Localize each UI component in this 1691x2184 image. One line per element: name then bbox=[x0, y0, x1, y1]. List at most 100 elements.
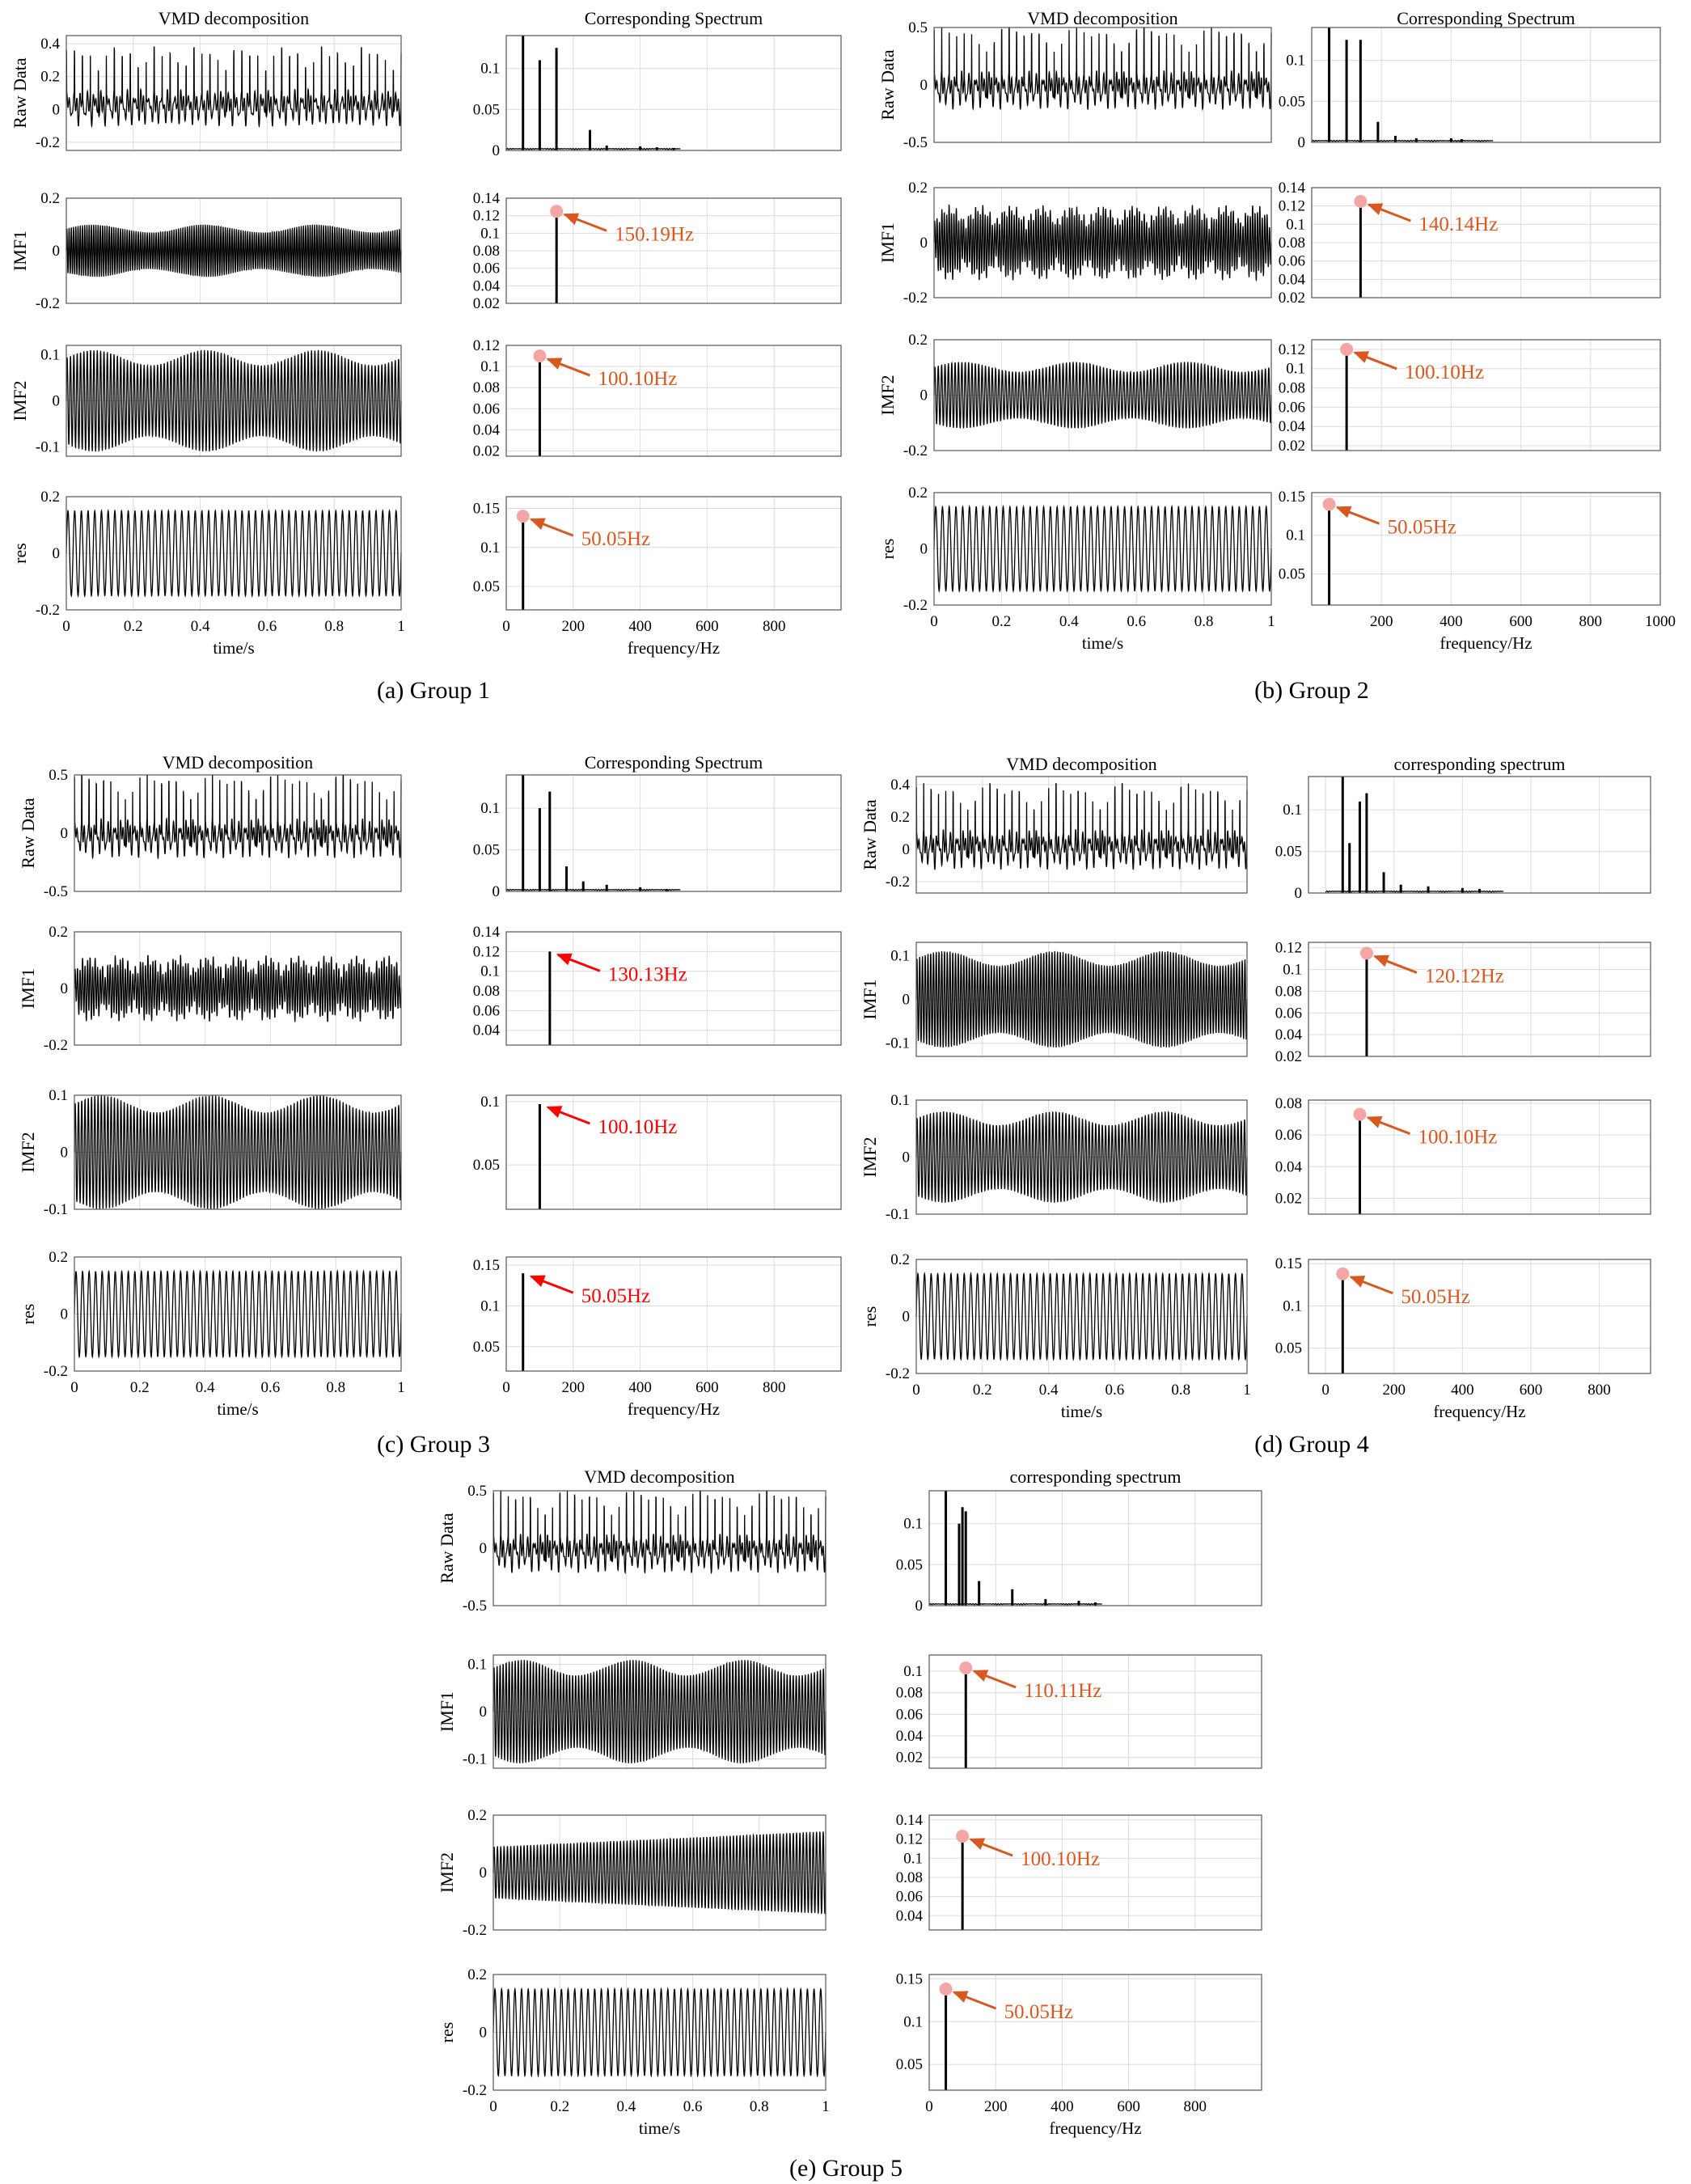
x-tick-label: 1 bbox=[1267, 613, 1275, 630]
y-tick-label: 0 bbox=[903, 1149, 911, 1166]
x-tick-label: 200 bbox=[562, 1379, 586, 1396]
time-panel-imf2: -0.1 0 0.1 IMF2 bbox=[860, 1092, 1248, 1223]
time-panel-imf2: -0.2 0 0.2 IMF2 bbox=[877, 332, 1272, 459]
spectrum-noise bbox=[1311, 139, 1494, 142]
y-tick-label: 0 bbox=[493, 883, 501, 900]
arrow-head bbox=[546, 1106, 563, 1118]
y-tick-label: 0.1 bbox=[480, 358, 500, 375]
y-tick-label: 0.05 bbox=[896, 1556, 923, 1573]
signal-trace bbox=[74, 774, 402, 860]
y-axis-label: IMF2 bbox=[860, 1136, 880, 1177]
y-tick-label: 0.05 bbox=[473, 578, 500, 595]
spectrum-panel-res: 0.05 0.1 0.15 50.05Hz 0 200 400 600 800 frequency… bbox=[473, 1256, 842, 1419]
y-tick-label: 0.1 bbox=[1286, 361, 1305, 378]
y-tick-label: -0.2 bbox=[903, 442, 928, 459]
time-panel-raw-data: -0.5 0 0.5 Raw Data bbox=[18, 767, 402, 900]
y-tick-label: 0.1 bbox=[1283, 802, 1302, 819]
spectrum-panel-raw: 0 0.05 0.1 bbox=[1279, 27, 1661, 151]
plot-frame bbox=[505, 774, 842, 892]
plot-frame bbox=[933, 27, 1272, 143]
y-axis-label: Raw Data bbox=[437, 1513, 457, 1584]
y-tick-label: 0.02 bbox=[896, 1750, 923, 1767]
spectrum-panel-imf2: 0.02 0.04 0.06 0.08 0.1 0.12 100.10Hz bbox=[1279, 339, 1661, 455]
y-tick-label: 0.14 bbox=[1279, 180, 1306, 197]
plot-frame bbox=[928, 1490, 1262, 1606]
y-tick-label: 0.08 bbox=[896, 1685, 923, 1702]
y-axis-label: res bbox=[860, 1306, 880, 1327]
y-tick-label: 0.1 bbox=[903, 2013, 923, 2030]
peak-annotation: 110.11Hz bbox=[1024, 1680, 1101, 1702]
time-panel-raw-data: -0.2 0 0.2 0.4 Raw Data bbox=[860, 776, 1248, 894]
peak-marker bbox=[956, 1830, 970, 1843]
x-axis-label: time/s bbox=[639, 2118, 680, 2138]
signal-trace bbox=[66, 224, 402, 277]
y-tick-label: 0.2 bbox=[49, 924, 68, 941]
x-tick-label: 0 bbox=[502, 1379, 510, 1396]
spectrum-noise bbox=[505, 147, 681, 150]
spectrum-panel-imf2: 0.05 0.1 100.10Hz bbox=[473, 1094, 842, 1210]
y-tick-label: 0.08 bbox=[473, 379, 500, 396]
plot-frame bbox=[74, 774, 402, 892]
plot-frame bbox=[933, 339, 1272, 451]
time-panel-imf1: -0.1 0 0.1 IMF1 bbox=[437, 1654, 826, 1769]
y-axis-label: Raw Data bbox=[860, 799, 880, 870]
x-tick-label: 0.8 bbox=[1171, 1382, 1190, 1399]
y-tick-label: 0.12 bbox=[473, 337, 500, 354]
y-tick-label: 0.2 bbox=[908, 180, 928, 197]
y-tick-label: -0.2 bbox=[36, 134, 60, 151]
time-panel-imf2: -0.1 0 0.1 IMF2 bbox=[18, 1087, 402, 1218]
y-tick-label: -0.5 bbox=[463, 1598, 487, 1615]
y-axis-label: IMF1 bbox=[437, 1691, 457, 1732]
peak-annotation: 100.10Hz bbox=[1405, 362, 1484, 383]
x-tick-label: 0 bbox=[502, 618, 510, 635]
y-tick-label: 0.1 bbox=[480, 540, 500, 557]
spectrum-noise bbox=[1325, 890, 1504, 893]
group-1: VMD decomposition Corresponding Spectrum (… bbox=[10, 8, 842, 704]
arrow-head bbox=[1353, 351, 1370, 363]
y-tick-label: 0.14 bbox=[473, 924, 501, 941]
y-tick-label: 0 bbox=[480, 2025, 488, 2042]
x-tick-label: 1 bbox=[397, 618, 405, 635]
y-axis-label: IMF1 bbox=[18, 968, 38, 1009]
peak-marker bbox=[959, 1661, 973, 1674]
x-tick-label: 0.6 bbox=[683, 2098, 703, 2115]
x-tick-label: 0 bbox=[1321, 1382, 1330, 1399]
y-tick-label: 0.05 bbox=[1279, 93, 1305, 110]
spectrum-panel-res: 0.05 0.1 0.15 50.05Hz 0 200 400 600 800 frequency… bbox=[473, 496, 842, 658]
y-tick-label: 0.05 bbox=[473, 101, 500, 118]
group-caption: (b) Group 2 bbox=[1254, 677, 1369, 704]
time-panel-imf1: -0.2 0 0.2 IMF1 bbox=[10, 190, 402, 312]
spectrum-panel-title: Corresponding Spectrum bbox=[1397, 8, 1575, 28]
y-tick-label: 0.06 bbox=[1279, 253, 1305, 270]
y-tick-label: 0 bbox=[903, 992, 911, 1009]
signal-trace bbox=[915, 783, 1248, 870]
arrow-head bbox=[1335, 506, 1352, 518]
peak-marker bbox=[550, 205, 564, 218]
x-tick-label: 0.6 bbox=[261, 1379, 281, 1396]
x-tick-label: 200 bbox=[984, 2098, 1008, 2115]
x-tick-label: 400 bbox=[628, 1379, 652, 1396]
y-axis-label: IMF2 bbox=[10, 380, 30, 421]
x-tick-label: 0 bbox=[925, 2098, 933, 2115]
x-axis-label: frequency/Hz bbox=[628, 638, 720, 658]
time-panel-title: VMD decomposition bbox=[159, 8, 309, 28]
y-tick-label: 0.1 bbox=[467, 1657, 487, 1674]
y-tick-label: 0.04 bbox=[1279, 271, 1306, 288]
plot-frame bbox=[1308, 1099, 1651, 1215]
plot-frame bbox=[505, 496, 842, 611]
time-panel-imf1: -0.2 0 0.2 IMF1 bbox=[877, 180, 1272, 307]
y-tick-label: 0.06 bbox=[1275, 1127, 1302, 1144]
plot-frame bbox=[493, 1490, 826, 1606]
peak-annotation: 50.05Hz bbox=[581, 528, 650, 550]
plot-frame bbox=[505, 1256, 842, 1372]
y-tick-label: 0.06 bbox=[1279, 399, 1305, 416]
y-tick-label: -0.5 bbox=[44, 883, 68, 900]
y-axis-label: res bbox=[18, 1304, 38, 1325]
peak-annotation: 130.13Hz bbox=[608, 963, 687, 985]
spectrum-panel-imf1: 0.02 0.04 0.06 0.08 0.1 0.12 120.12Hz bbox=[1275, 940, 1651, 1065]
peak-marker bbox=[1340, 342, 1354, 356]
